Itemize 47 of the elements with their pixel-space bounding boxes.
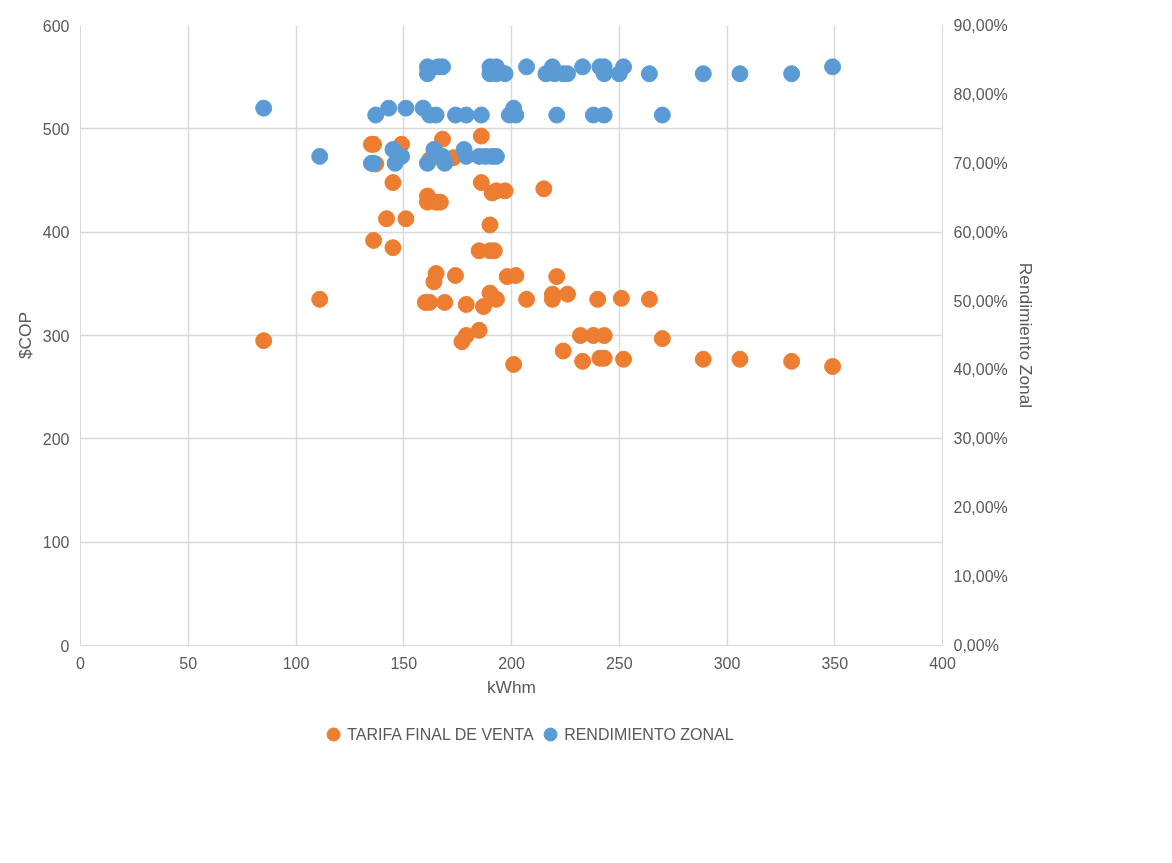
x-tick-label: 0	[76, 654, 86, 672]
point	[518, 58, 536, 76]
y2-tick-label: 10,00%	[953, 568, 1008, 586]
point	[380, 99, 398, 117]
point	[653, 106, 671, 124]
x-tick-label: 150	[390, 654, 418, 672]
y-tick-label: 100	[42, 534, 70, 552]
point	[824, 58, 842, 76]
y2-axis-title: Rendimiento Zonal	[1015, 262, 1036, 409]
point	[783, 65, 801, 83]
point	[548, 106, 566, 124]
point	[574, 58, 592, 76]
x-tick-label: 350	[821, 654, 849, 672]
point	[694, 65, 712, 83]
y2-tick-label: 40,00%	[953, 361, 1008, 379]
y2-tick-label: 50,00%	[953, 292, 1008, 310]
x-tick-label: 50	[179, 654, 198, 672]
y-tick-label: 0	[60, 637, 70, 655]
point	[397, 99, 415, 117]
point	[472, 106, 490, 124]
x-tick-label: 100	[282, 654, 310, 672]
y2-tick-label: 30,00%	[953, 430, 1008, 448]
point	[255, 99, 273, 117]
y-tick-label: 400	[42, 224, 70, 242]
legend-label: RENDIMIENTO ZONAL	[564, 726, 734, 743]
point	[615, 58, 633, 76]
y2-tick-label: 90,00%	[953, 17, 1008, 34]
y-axis-title: $COP	[14, 311, 35, 360]
y-tick-label: 600	[42, 17, 70, 35]
x-tick-label: 250	[605, 654, 633, 672]
legend-label: TARIFA FINAL DE VENTA	[347, 726, 534, 743]
x-tick-label: 400	[929, 654, 956, 672]
x-tick-label: 300	[713, 654, 741, 672]
y-tick-label: 300	[42, 327, 70, 345]
y-tick-label: 500	[42, 120, 70, 138]
x-tick-label: 200	[498, 654, 525, 672]
y2-tick-label: 70,00%	[953, 154, 1008, 172]
point	[640, 65, 658, 83]
y2-tick-label: 20,00%	[953, 499, 1008, 517]
y2-tick-label: 60,00%	[953, 223, 1008, 241]
point	[311, 147, 329, 165]
point	[731, 65, 749, 83]
x-axis-title: kWhm	[486, 676, 537, 697]
point	[367, 106, 385, 124]
y2-tick-label: 0,00%	[953, 637, 999, 654]
y2-tick-label: 80,00%	[953, 85, 1008, 103]
y-tick-label: 200	[42, 430, 70, 448]
